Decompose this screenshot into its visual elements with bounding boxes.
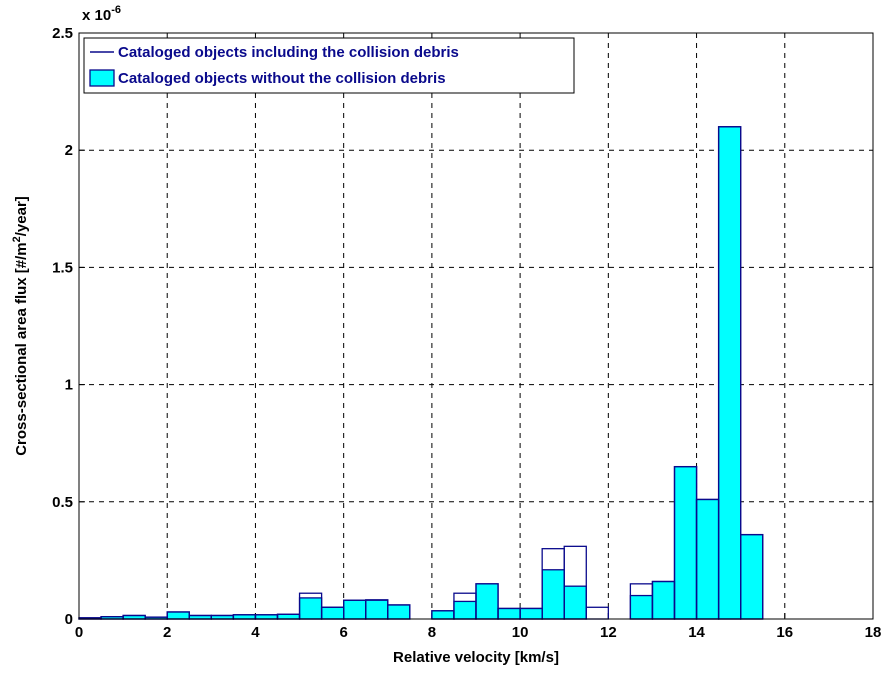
bar xyxy=(431,610,455,620)
x-tick-label: 4 xyxy=(251,624,260,641)
bar xyxy=(740,533,764,620)
x-tick-label: 12 xyxy=(600,624,617,641)
x-tick-label: 6 xyxy=(339,624,347,641)
x-tick-label: 10 xyxy=(512,624,529,641)
bar xyxy=(298,597,323,620)
bar xyxy=(387,604,411,620)
legend-label: Cataloged objects without the collision … xyxy=(118,70,446,87)
bar xyxy=(320,606,345,620)
bar xyxy=(276,613,301,620)
y-multiplier-exponent: -6 xyxy=(111,4,121,16)
x-tick-label: 14 xyxy=(688,624,705,641)
bar xyxy=(717,126,742,620)
bar xyxy=(519,607,543,620)
y-label-text: Cross-sectional area flux [#/m xyxy=(13,242,30,455)
y-tick-label: 1 xyxy=(65,377,73,394)
y-tick-label: 1.5 xyxy=(52,259,73,276)
x-tick-label: 0 xyxy=(75,624,83,641)
bar xyxy=(365,599,389,620)
bar xyxy=(629,594,654,620)
x-axis-label: Relative velocity [km/s] xyxy=(393,649,559,666)
bar xyxy=(673,465,698,620)
y-label-text: /year] xyxy=(13,196,30,236)
bar xyxy=(541,569,565,620)
legend: Cataloged objects including the collisio… xyxy=(83,37,575,94)
bar xyxy=(166,611,190,620)
bar xyxy=(563,585,587,620)
y-multiplier-base: x 10 xyxy=(82,7,111,24)
y-tick-label: 2 xyxy=(65,142,73,159)
plot-area xyxy=(79,33,873,619)
x-tick-label: 8 xyxy=(428,624,436,641)
bar xyxy=(695,498,720,620)
y-multiplier: x 10-6 xyxy=(82,4,121,24)
y-axis-label: Cross-sectional area flux [#/m2/year] xyxy=(11,196,30,456)
axes-box xyxy=(78,32,874,620)
y-label-superscript: 2 xyxy=(11,236,23,242)
bar xyxy=(497,607,521,620)
x-tick-label: 2 xyxy=(163,624,171,641)
x-tick-label: 16 xyxy=(776,624,793,641)
legend-swatch xyxy=(89,69,115,87)
y-tick-label: 2.5 xyxy=(52,25,73,42)
x-tick-label: 18 xyxy=(865,624,882,641)
bar xyxy=(343,599,367,620)
y-tick-label: 0 xyxy=(65,611,73,628)
legend-box xyxy=(83,37,575,94)
y-tick-label: 0.5 xyxy=(52,494,73,511)
bar xyxy=(651,580,676,620)
legend-label: Cataloged objects including the collisio… xyxy=(118,44,459,61)
bar xyxy=(453,600,477,620)
bar xyxy=(475,583,499,620)
